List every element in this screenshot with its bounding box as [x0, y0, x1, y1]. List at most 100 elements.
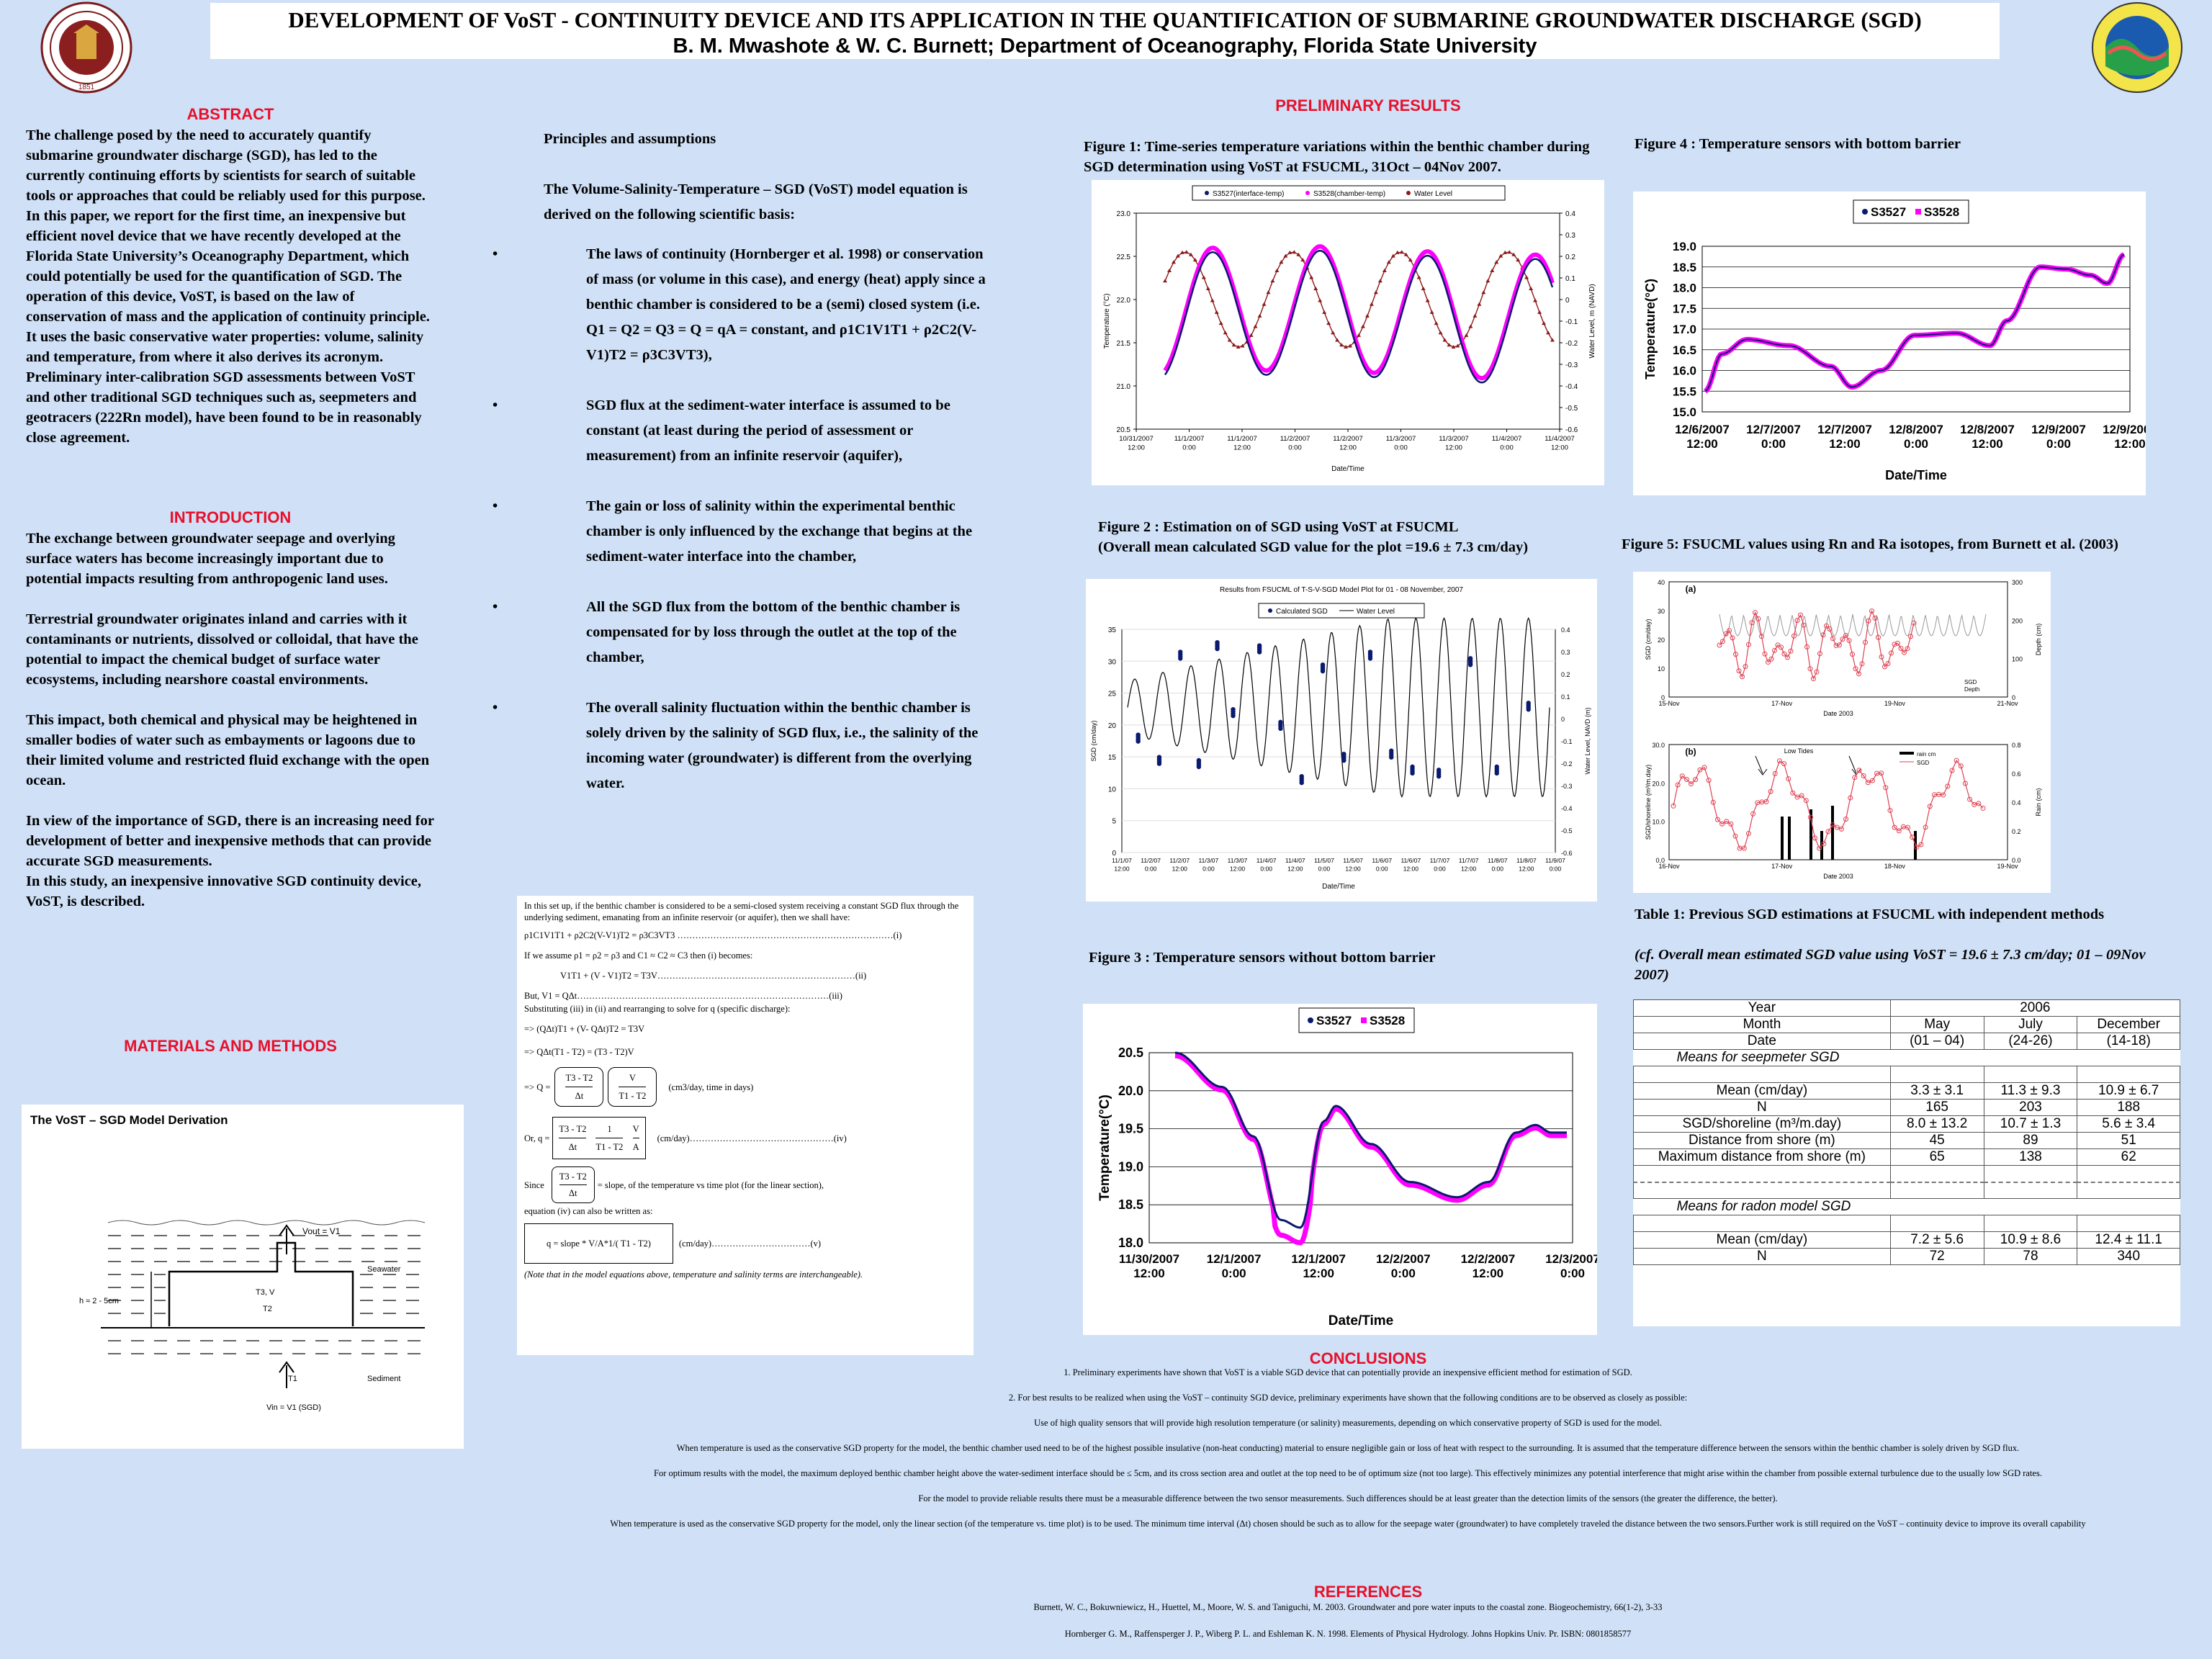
sgd-estimates-table: Year 2006 Month May July December Date (01 – 04… [1633, 999, 2181, 1265]
sgd-marker [1962, 781, 1968, 786]
table-cell [2077, 1215, 2180, 1232]
x-tick-label: 0:00 [2046, 437, 2071, 451]
conclusion-paragraph: 2. For best results to be realized when … [1008, 1393, 1688, 1403]
sgd-series [1673, 759, 1984, 850]
x-tick-label: 0:00 [1145, 866, 1157, 873]
water-level-marker [1434, 321, 1439, 325]
x-tick-label: 0:00 [1202, 866, 1215, 873]
sgd-marker [1675, 782, 1681, 788]
water-level-marker [1253, 324, 1258, 328]
table-cell [2077, 1066, 2180, 1083]
x-tick-label: 12:00 [1172, 866, 1188, 873]
table-row [1633, 1182, 2180, 1199]
rain-bar [1809, 809, 1812, 860]
equation-step-2: => QΔt(T1 - T2) = (T3 - T2)V [524, 1047, 634, 1057]
water-level-marker [1455, 343, 1460, 348]
equation-iii: But, V1 = QΔt………………………………………………………………………… [524, 991, 842, 1001]
y-tick-label: 19.0 [1673, 240, 1696, 253]
water-level-marker [1490, 268, 1495, 272]
chart-title: Results from FSUCML of T-S-V-SGD Model P… [1220, 586, 1463, 594]
x-tick-label: 19-Nov [1884, 700, 1906, 707]
table-cell: 45 [1889, 1132, 1984, 1149]
x-tick-label: 0:00 [1491, 866, 1503, 873]
y-tick-label: 5 [1112, 818, 1116, 826]
water-level-marker [1257, 313, 1262, 318]
abstract-text: The challenge posed by the need to accur… [26, 127, 430, 446]
legend-box [1853, 199, 1969, 224]
sgd-marker [1812, 835, 1818, 841]
sgd-marker [1807, 814, 1813, 820]
table-row [1633, 1165, 2180, 1182]
sgd-marker [1714, 817, 1720, 822]
sgd-point [1436, 774, 1442, 779]
materials-heading: MATERIALS AND METHODS [124, 1037, 337, 1055]
table-cell [1983, 1215, 2078, 1232]
table-cell: 72 [1889, 1248, 1984, 1265]
x-tick-label: 12:00 [1461, 866, 1477, 873]
sgd-marker [1830, 636, 1835, 642]
x-tick-label: 0:00 [1500, 444, 1514, 452]
reference-item: Hornberger G. M., Raffensperger J. P., W… [1064, 1629, 1632, 1639]
y2-tick-label: 0.8 [2012, 742, 2021, 749]
x-axis-label: Date/Time [1328, 1313, 1393, 1328]
depth-series [1719, 613, 1987, 637]
sgd-marker [1811, 676, 1816, 682]
rain-bar [1788, 817, 1791, 860]
x-axis-label: Date/Time [1331, 465, 1364, 473]
water-level-marker [1550, 338, 1555, 342]
annotation-label: Low Tides [1784, 747, 1814, 755]
figure-3-svg: S3527 S3528 18.0 18.5 19.0 19.5 20.0 20.5 11/30/… [1097, 1007, 1600, 1328]
water-level-marker [1236, 344, 1241, 349]
water-level-marker [1373, 290, 1378, 295]
table-cell [1983, 1182, 2078, 1199]
water-level-marker [1533, 298, 1538, 302]
table-row: Distance from shore (m) 45 89 51 [1633, 1132, 2180, 1149]
water-level-marker [1507, 250, 1512, 254]
water-level-marker [1511, 252, 1516, 256]
sgd-marker [1941, 792, 1946, 798]
water-level-marker [1166, 268, 1172, 272]
x-tick-label: 11/3/07 [1228, 857, 1248, 864]
sgd-marker [1728, 821, 1734, 827]
y-tick-label: 20 [1108, 722, 1117, 730]
x-tick-label: 0:00 [1222, 1267, 1246, 1280]
water-level-marker [1442, 338, 1447, 342]
y2-axis-label: Rain (cm) [2035, 788, 2042, 816]
water-level-marker [1369, 302, 1374, 306]
table-cell: (01 – 04) [1889, 1033, 1984, 1050]
sgd-marker [1833, 643, 1839, 649]
sgd-marker [1885, 661, 1891, 667]
legend-label: S3528 [1370, 1014, 1405, 1028]
x-tick-label: 12/1/2007 [1207, 1252, 1262, 1266]
sgd-marker [1879, 654, 1884, 660]
table-cell: 65 [1889, 1148, 1984, 1166]
sgd-marker [1768, 788, 1773, 794]
sgd-marker [1889, 650, 1894, 656]
sgd-marker [1727, 628, 1732, 634]
sgd-marker [1803, 798, 1809, 804]
table-cell: 2006 [1889, 999, 2181, 1017]
sgd-marker [1683, 777, 1689, 783]
table-1-note: (cf. Overall mean estimated SGD value us… [1635, 947, 2146, 983]
x-tick-label: 18-Nov [1884, 863, 1906, 870]
water-level-marker [1274, 268, 1280, 272]
y2-tick-label: 0.3 [1561, 649, 1570, 656]
x-tick-label: 12:00 [1473, 1267, 1503, 1280]
water-level-marker [1542, 321, 1547, 325]
table-cell: July [1983, 1016, 2078, 1033]
table-cell: Means for seepmeter SGD [1633, 1049, 2180, 1066]
list-item: • All the SGD flux from the bottom of the… [493, 599, 961, 665]
legend-box [1192, 185, 1506, 201]
legend-label: S3527 [1871, 205, 1906, 219]
legend-label: S3528 [1924, 205, 1959, 219]
table-cell [2077, 1165, 2180, 1182]
y2-axis-label: Water Level, m (NAVD) [1588, 284, 1596, 358]
sgd-point [1278, 726, 1283, 732]
legend-marker [1205, 191, 1209, 195]
table-row: Mean (cm/day) 7.2 ± 5.6 10.9 ± 8.6 12.4 ± 1… [1633, 1231, 2180, 1249]
x-tick-label: 11/6/07 [1401, 857, 1421, 864]
sgd-point [1178, 656, 1183, 661]
table-cell: 138 [1983, 1148, 2078, 1166]
legend-label: S3528(chamber-temp) [1313, 190, 1385, 198]
